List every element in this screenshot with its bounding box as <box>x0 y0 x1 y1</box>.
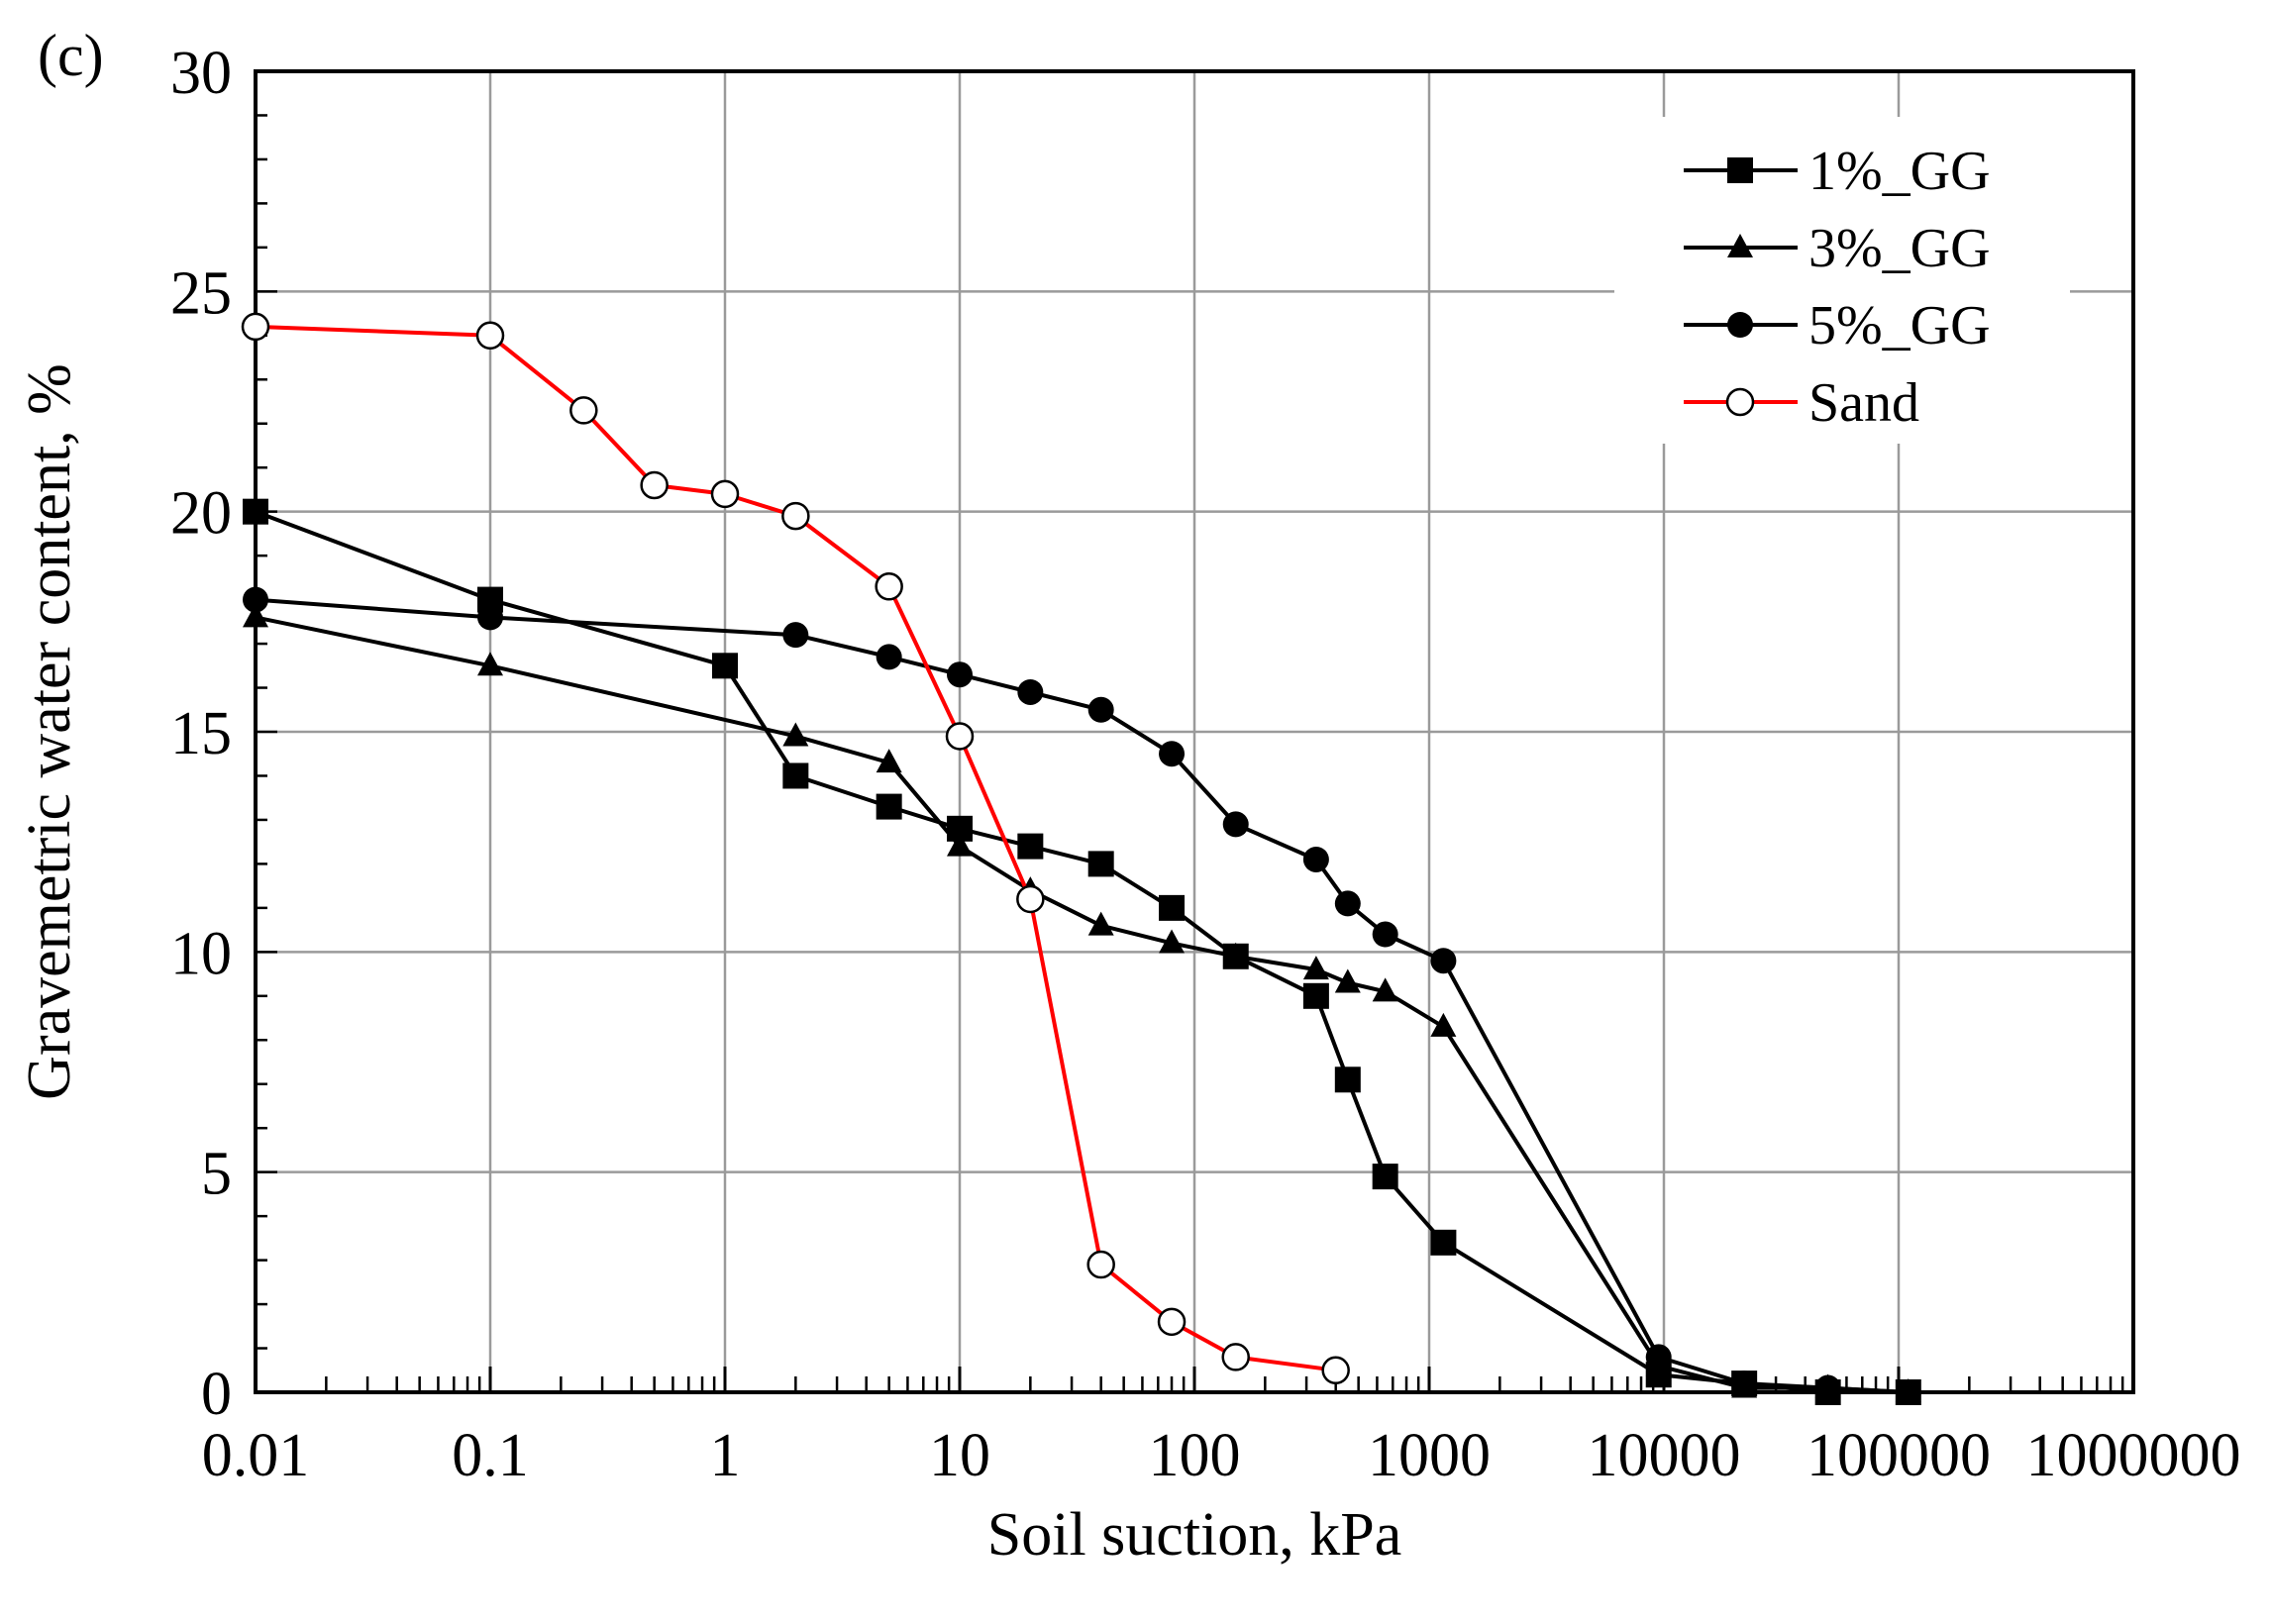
data-point <box>640 470 669 500</box>
data-point <box>782 622 809 649</box>
data-point <box>782 722 809 747</box>
series-3%_GG <box>243 603 1921 1402</box>
series-layer <box>241 312 1921 1405</box>
y-axis-title: Gravemetric water content, % <box>16 363 83 1100</box>
data-point <box>876 749 902 773</box>
data-point <box>782 762 809 789</box>
series-line <box>255 324 1336 1372</box>
legend-label: 1%_GG <box>1808 141 1991 202</box>
legend-label: 3%_GG <box>1808 218 1991 279</box>
legend: 1%_GG 3%_GG 5%_GG Sand <box>1614 117 2070 444</box>
data-point <box>1321 1356 1350 1385</box>
data-point <box>1157 1307 1187 1337</box>
legend-label: Sand <box>1808 372 1919 434</box>
data-point <box>1159 894 1186 921</box>
data-point <box>1087 696 1114 723</box>
data-point <box>1895 1379 1921 1405</box>
data-point <box>1372 921 1398 948</box>
data-point <box>1814 1374 1841 1401</box>
tick-labels: 0.01 0.1 1 10 100 1000 10000 100000 1000000 0 5 10 1… <box>170 40 2241 1489</box>
data-point <box>945 722 975 751</box>
x-tick-label: 0.01 <box>202 1422 310 1489</box>
data-point <box>1302 982 1329 1009</box>
y-tick-label: 10 <box>170 920 232 987</box>
series-Sand <box>241 312 1350 1385</box>
x-tick-label: 0.1 <box>452 1422 529 1489</box>
legend-marker <box>1727 234 1753 257</box>
grid <box>254 69 2135 1394</box>
legend-label: 5%_GG <box>1808 295 1991 356</box>
data-point <box>1016 884 1045 914</box>
y-tick-label: 0 <box>201 1361 232 1428</box>
x-tick-label: 10 <box>929 1422 990 1489</box>
data-point <box>947 661 973 688</box>
legend-marker <box>1727 312 1753 338</box>
y-tick-label: 30 <box>170 40 232 107</box>
data-point <box>1334 968 1361 993</box>
x-tick-label: 100 <box>1149 1422 1241 1489</box>
data-point <box>475 321 505 351</box>
data-point <box>477 652 503 676</box>
series-5%_GG <box>243 586 1921 1405</box>
series-line <box>255 597 1909 1394</box>
data-point <box>1334 890 1361 917</box>
data-point <box>876 644 902 670</box>
data-point <box>1159 741 1186 767</box>
data-point <box>1302 846 1329 872</box>
data-point <box>875 572 903 601</box>
data-point <box>1430 1012 1457 1037</box>
x-tick-label: 100000 <box>1807 1422 1991 1489</box>
data-point <box>569 396 598 425</box>
series-line <box>255 615 1909 1394</box>
data-point <box>243 603 268 628</box>
data-point <box>1302 956 1329 980</box>
data-point <box>1087 851 1114 877</box>
data-point <box>876 793 902 820</box>
x-tick-label: 1000 <box>1368 1422 1491 1489</box>
data-point <box>1159 929 1186 954</box>
data-point <box>1222 811 1249 838</box>
data-point <box>1017 833 1044 860</box>
data-point <box>1372 1164 1398 1190</box>
data-point <box>1017 678 1044 705</box>
y-tick-label: 5 <box>201 1141 232 1208</box>
series-line <box>255 509 1909 1394</box>
data-point <box>1086 1250 1115 1279</box>
data-point <box>710 479 740 509</box>
data-point <box>1372 977 1398 1002</box>
y-tick-label: 25 <box>170 259 232 327</box>
data-point <box>1087 911 1114 936</box>
data-point <box>712 653 738 679</box>
data-point <box>243 586 268 613</box>
x-tick-label: 1 <box>710 1422 741 1489</box>
legend-marker <box>1725 387 1755 417</box>
data-point <box>1430 1229 1457 1256</box>
data-point <box>1334 1066 1361 1093</box>
legend-marker <box>1727 157 1753 183</box>
data-point <box>477 604 503 631</box>
data-point <box>1222 942 1249 966</box>
data-point <box>243 498 268 525</box>
y-tick-label: 15 <box>170 700 232 767</box>
data-point <box>1221 1343 1250 1371</box>
y-tick-label: 20 <box>170 480 232 548</box>
x-tick-label: 10000 <box>1588 1422 1741 1489</box>
data-point <box>1731 1370 1758 1397</box>
x-tick-label: 1000000 <box>2026 1422 2241 1489</box>
data-point <box>1430 948 1457 974</box>
data-point <box>241 312 270 342</box>
data-point <box>947 832 973 857</box>
data-point <box>781 501 810 531</box>
panel-label: (c) <box>38 23 104 88</box>
plot-area-frame <box>254 69 2135 1394</box>
x-axis-title: Soil suction, kPa <box>987 1501 1402 1569</box>
data-point <box>1645 1344 1672 1370</box>
